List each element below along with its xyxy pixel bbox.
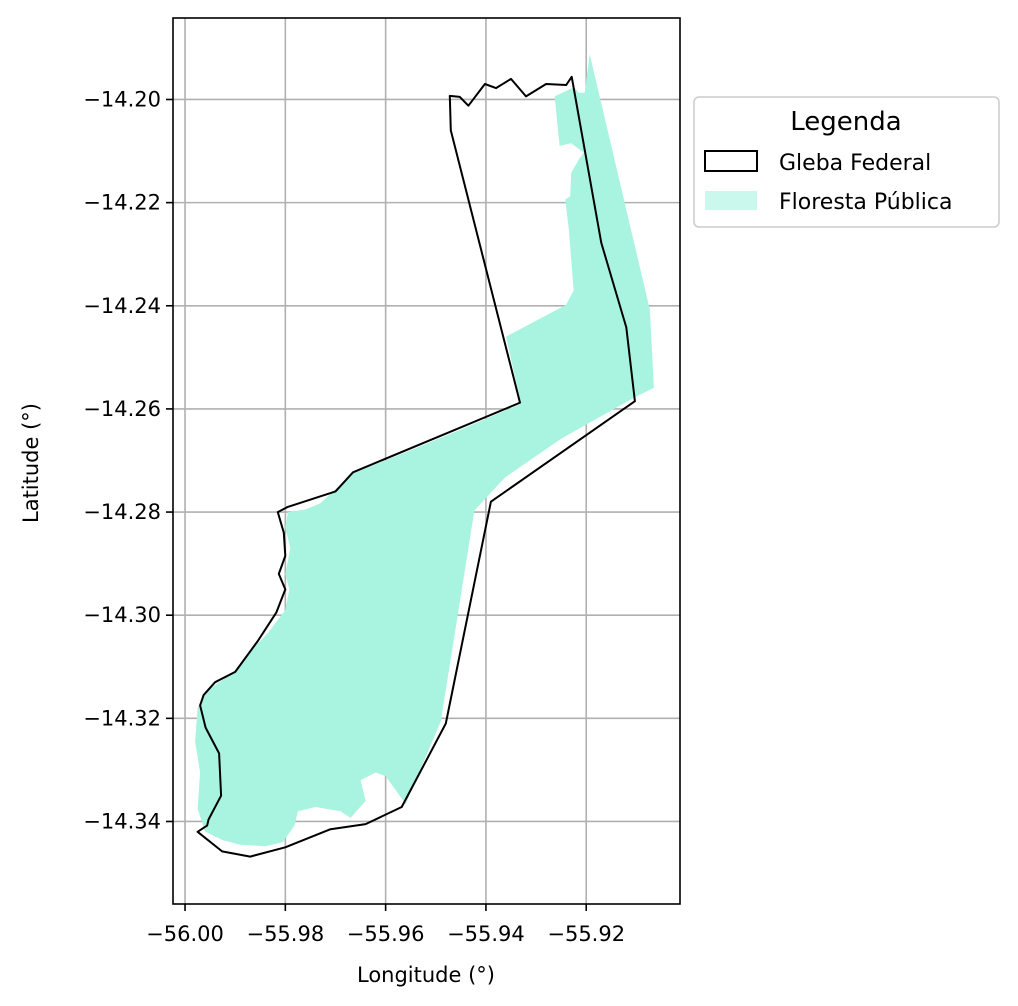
y-tick-label: −14.22 bbox=[83, 191, 161, 215]
legend-title: Legenda bbox=[790, 107, 901, 137]
y-tick-label: −14.26 bbox=[83, 397, 161, 421]
x-tick-label: −55.92 bbox=[547, 922, 625, 946]
x-axis-title: Longitude (°) bbox=[357, 963, 495, 987]
x-tick-label: −55.94 bbox=[447, 922, 525, 946]
y-tick-label: −14.30 bbox=[83, 603, 161, 627]
x-tick-label: −55.98 bbox=[246, 922, 324, 946]
y-axis: −14.20 −14.22 −14.24 −14.26 −14.28 −14.30 −14.… bbox=[83, 87, 173, 833]
y-axis-title: Latitude (°) bbox=[19, 403, 43, 523]
legend-label-floresta: Floresta Pública bbox=[779, 190, 952, 215]
legend: Legenda Gleba Federal Floresta Pública bbox=[693, 96, 1000, 228]
legend-box bbox=[693, 96, 1000, 228]
x-tick-label: −55.96 bbox=[347, 922, 425, 946]
y-tick-label: −14.20 bbox=[83, 87, 161, 111]
y-tick-label: −14.32 bbox=[83, 706, 161, 730]
x-tick-label: −56.00 bbox=[146, 922, 224, 946]
plot-frame bbox=[172, 17, 681, 905]
legend-label-gleba: Gleba Federal bbox=[779, 151, 931, 176]
y-tick-label: −14.28 bbox=[83, 500, 161, 524]
gleba-federal-outline bbox=[196, 75, 636, 858]
legend-swatch-gleba bbox=[704, 150, 758, 172]
x-axis: −56.00 −55.98 −55.96 −55.94 −55.92 bbox=[146, 904, 625, 946]
y-tick-label: −14.24 bbox=[83, 294, 161, 318]
y-tick-label: −14.34 bbox=[83, 809, 161, 833]
legend-swatch-floresta bbox=[705, 191, 757, 210]
floresta-publica-area bbox=[195, 54, 654, 847]
